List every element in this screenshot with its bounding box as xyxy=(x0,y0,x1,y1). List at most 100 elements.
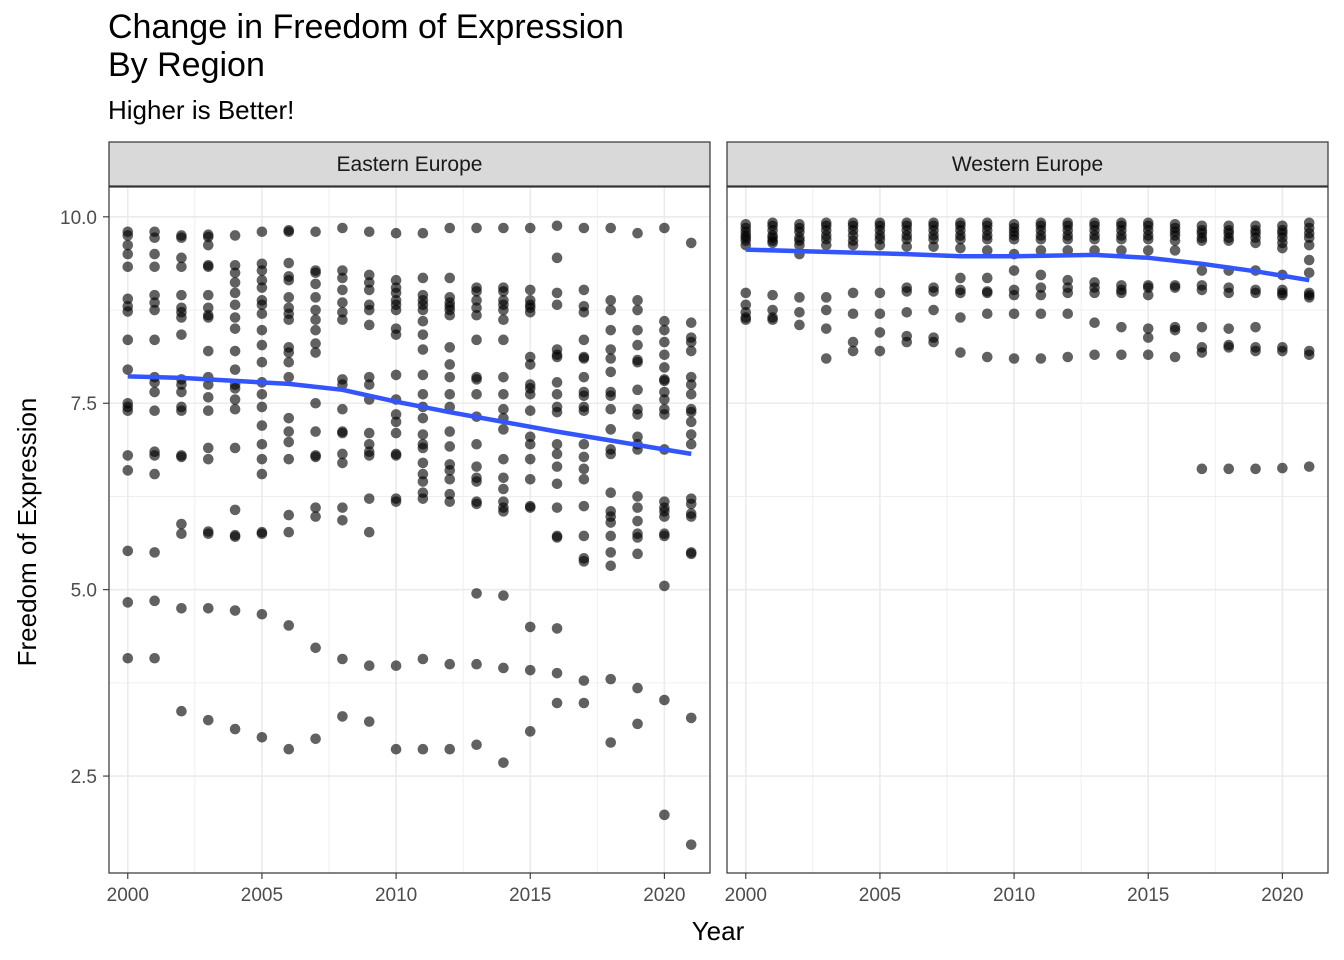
data-point xyxy=(524,388,536,400)
data-point xyxy=(685,388,697,400)
data-point xyxy=(551,697,563,709)
data-point xyxy=(524,664,536,676)
data-point xyxy=(229,323,241,334)
data-point xyxy=(794,292,805,303)
data-point xyxy=(363,427,375,439)
data-point xyxy=(471,388,482,400)
data-point xyxy=(176,386,187,398)
data-point xyxy=(578,334,590,346)
data-point xyxy=(605,353,617,364)
data-point xyxy=(847,308,859,320)
data-point xyxy=(1142,282,1154,293)
data-point xyxy=(471,295,482,306)
data-point xyxy=(1196,235,1208,246)
data-point xyxy=(498,662,509,674)
data-point xyxy=(524,438,536,450)
data-point xyxy=(794,306,805,318)
smooth-trend-line xyxy=(745,247,1310,283)
y-tick-label: 2.5 xyxy=(71,767,97,788)
data-point xyxy=(740,287,752,299)
data-point xyxy=(767,289,778,301)
y-axis-title: Freedom of Expression xyxy=(12,398,42,667)
data-point xyxy=(202,312,214,323)
data-point xyxy=(928,241,939,252)
data-point xyxy=(149,595,160,607)
data-point xyxy=(310,292,321,303)
data-point xyxy=(149,450,160,461)
x-tick-label: 2000 xyxy=(107,885,149,906)
data-point xyxy=(498,286,509,297)
data-point xyxy=(1169,235,1181,246)
data-point xyxy=(605,403,617,415)
data-point xyxy=(229,267,241,279)
data-point xyxy=(122,293,134,305)
data-point xyxy=(1196,463,1208,475)
data-point xyxy=(981,308,993,320)
data-point xyxy=(149,468,160,480)
data-point xyxy=(417,344,429,355)
data-point xyxy=(256,528,268,540)
data-point xyxy=(1116,349,1127,361)
data-point xyxy=(202,239,214,251)
data-point xyxy=(337,297,348,308)
data-point xyxy=(1008,308,1020,320)
data-point xyxy=(444,388,456,400)
data-point xyxy=(1303,349,1315,361)
data-point xyxy=(417,329,429,340)
data-point xyxy=(578,438,590,450)
data-point xyxy=(310,347,321,358)
data-point xyxy=(229,394,241,405)
data-point xyxy=(928,336,939,348)
data-point xyxy=(310,304,321,316)
data-point xyxy=(229,312,241,323)
data-point xyxy=(363,526,375,538)
data-point xyxy=(337,306,348,318)
data-point xyxy=(310,267,321,279)
data-point xyxy=(767,237,778,249)
data-point xyxy=(498,403,509,415)
data-point xyxy=(685,317,697,329)
data-point xyxy=(283,743,295,755)
data-point xyxy=(685,839,697,850)
data-point xyxy=(578,675,590,686)
data-point xyxy=(578,500,590,512)
data-point xyxy=(605,448,617,460)
data-point xyxy=(229,287,241,299)
data-point xyxy=(176,252,187,264)
data-point xyxy=(256,401,268,413)
data-point xyxy=(1116,245,1127,256)
x-tick-label: 2005 xyxy=(241,885,283,906)
data-point xyxy=(176,451,187,463)
data-point xyxy=(955,347,966,358)
data-point xyxy=(605,366,617,378)
data-point xyxy=(659,324,670,336)
data-point xyxy=(1196,321,1208,333)
data-point xyxy=(820,323,832,334)
data-point xyxy=(981,287,993,299)
data-point xyxy=(685,336,697,348)
data-point xyxy=(363,660,375,672)
panel-eastern-europe: Eastern Europe 2000 2005 2010 2015 2020 2.5 5.0… xyxy=(60,141,711,906)
data-point xyxy=(471,658,482,670)
data-point xyxy=(498,222,509,234)
data-point xyxy=(578,473,590,485)
data-point xyxy=(740,314,752,326)
x-tick-label: 2020 xyxy=(1261,885,1303,906)
data-point xyxy=(928,286,939,297)
data-point xyxy=(659,530,670,542)
data-point xyxy=(524,306,536,318)
data-point xyxy=(417,476,429,487)
data-point xyxy=(1250,321,1261,333)
data-point xyxy=(417,493,429,504)
data-point xyxy=(847,336,859,348)
data-point xyxy=(605,560,617,572)
data-point xyxy=(310,324,321,336)
data-point xyxy=(1303,461,1315,472)
data-point xyxy=(390,409,402,420)
data-point xyxy=(202,528,214,540)
data-point xyxy=(363,371,375,383)
data-point xyxy=(176,289,187,301)
data-point xyxy=(390,450,402,461)
data-point xyxy=(444,222,456,234)
data-point xyxy=(283,274,295,286)
